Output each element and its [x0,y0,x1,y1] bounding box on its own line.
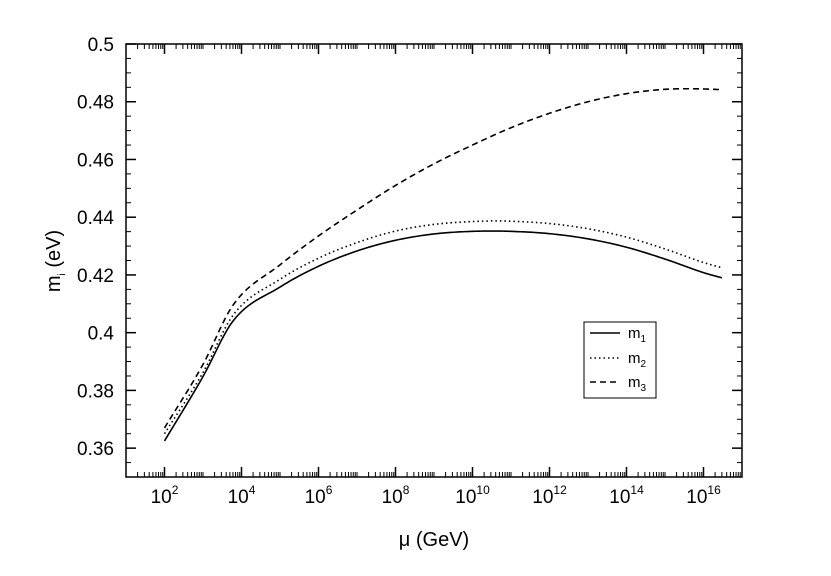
series-line-m1 [163,230,723,442]
y-axis-label-sub: i [57,273,68,275]
x-tick-label: 1016 [686,483,721,508]
y-tick-label: 0.36 [77,439,114,460]
series-line-m3 [163,87,722,429]
legend-label-m1: m1 [628,325,647,345]
x-tick-label: 102 [151,483,179,508]
legend-box [583,321,657,399]
plot-frame [125,43,743,478]
x-axis-label: μ (GeV) [399,529,469,551]
minor-ticks [126,43,742,478]
x-tick-label: 108 [382,483,410,508]
x-tick-label: 1012 [532,483,567,508]
legend-label-m3: m3 [628,374,647,394]
x-tick-label: 1014 [609,483,644,508]
y-axis-label: mi (eV) [43,230,68,292]
y-tick-label: 0.48 [77,93,114,114]
y-tick-label: 0.44 [77,208,114,229]
y-tick-labels: 0.36 0.38 0.4 0.42 0.44 0.46 0.48 0.5 [77,35,114,460]
major-ticks [126,43,742,477]
y-tick-label: 0.38 [77,381,114,402]
x-tick-label: 104 [228,483,256,508]
legend: m1 m2 m3 [583,321,657,399]
legend-label-m2: m2 [628,350,647,370]
series-lines [163,87,723,442]
x-tick-label: 106 [305,483,333,508]
y-tick-label: 0.46 [77,150,114,171]
y-tick-label: 0.5 [88,35,114,56]
x-tick-label: 1010 [455,483,490,508]
x-tick-labels: 102 104 106 108 1010 1012 1014 1016 [151,483,721,508]
y-axis-label-main: m [43,275,65,292]
y-tick-label: 0.42 [77,266,114,287]
y-tick-label: 0.4 [88,324,115,345]
y-axis-label-unit: (eV) [43,230,65,273]
